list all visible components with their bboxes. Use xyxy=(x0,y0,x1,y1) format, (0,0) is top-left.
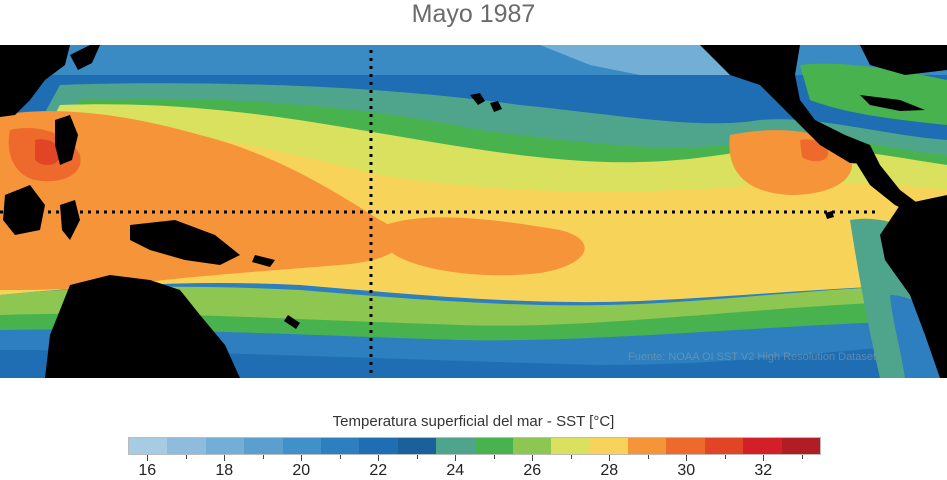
legend-tick-label: 26 xyxy=(523,462,542,479)
legend-tick-mark xyxy=(378,455,380,461)
legend-tick-label: 32 xyxy=(754,462,773,479)
legend-minor-tick xyxy=(416,455,418,459)
legend-minor-tick xyxy=(724,455,726,459)
legend-tick-mark xyxy=(455,455,457,461)
legend-swatch xyxy=(282,438,321,454)
legend-swatch xyxy=(551,438,590,454)
legend-minor-tick xyxy=(339,455,341,459)
land-south-america xyxy=(880,195,947,378)
legend-tick-label: 16 xyxy=(138,462,157,479)
legend-minor-tick xyxy=(801,455,803,459)
legend-swatch xyxy=(244,438,283,454)
land-hawaii-2 xyxy=(490,101,502,112)
legend-ticks: 16 18 20 22 24 26 28 30 32 xyxy=(128,455,821,480)
sst-warm-core-2 xyxy=(35,139,61,165)
legend-swatch xyxy=(628,438,667,454)
land-florida xyxy=(860,45,947,75)
legend-swatch xyxy=(436,438,475,454)
legend-swatch xyxy=(474,438,513,454)
legend-swatch xyxy=(359,438,398,454)
legend-swatch xyxy=(589,438,629,454)
land-asia xyxy=(0,45,70,117)
legend-swatch xyxy=(666,438,705,454)
legend-minor-tick xyxy=(570,455,572,459)
land-hawaii xyxy=(470,93,485,105)
land-galapagos xyxy=(825,211,834,219)
legend-swatch xyxy=(781,438,821,454)
land-sulawesi xyxy=(60,200,80,240)
land-cuba xyxy=(860,95,925,111)
legend-minor-tick xyxy=(647,455,649,459)
legend-tick-mark xyxy=(147,455,149,461)
legend-swatch xyxy=(512,438,552,454)
legend-minor-tick xyxy=(262,455,264,459)
map-title: Mayo 1987 xyxy=(411,0,536,28)
land-philippines xyxy=(55,115,78,165)
legend-tick-mark xyxy=(686,455,688,461)
legend-swatch xyxy=(205,438,245,454)
legend-swatch xyxy=(743,438,782,454)
legend-tick-label: 24 xyxy=(446,462,465,479)
legend-tick-label: 20 xyxy=(292,462,311,479)
land-north-america xyxy=(700,45,880,165)
legend-color-bar xyxy=(128,437,821,455)
legend-tick-mark xyxy=(301,455,303,461)
land-solomons xyxy=(252,255,275,267)
legend-swatch xyxy=(320,438,360,454)
sst-south-deep xyxy=(0,345,947,378)
sst-warm-pool xyxy=(0,111,401,290)
land-central-america xyxy=(845,145,920,215)
legend-swatch xyxy=(704,438,744,454)
land-australia xyxy=(45,275,240,378)
source-note: Fuente: NOAA OI SST V2 High Resolution D… xyxy=(628,351,877,363)
sst-central-warm xyxy=(381,217,585,276)
legend-minor-tick xyxy=(493,455,495,459)
land-new-guinea xyxy=(130,220,240,265)
legend-swatch xyxy=(167,438,206,454)
legend-tick-mark xyxy=(224,455,226,461)
legend-tick-label: 30 xyxy=(677,462,696,479)
legend-swatch xyxy=(129,438,168,454)
land-new-caledonia xyxy=(284,315,300,329)
legend-tick-mark xyxy=(763,455,765,461)
land-masses xyxy=(0,45,947,378)
legend-tick-label: 18 xyxy=(215,462,234,479)
land-borneo xyxy=(3,185,45,235)
legend-minor-tick xyxy=(185,455,187,459)
sst-map xyxy=(0,45,947,378)
legend-swatch xyxy=(397,438,437,454)
legend-title: Temperatura superficial del mar - SST [°… xyxy=(332,413,615,430)
legend-tick-mark xyxy=(609,455,611,461)
land-japan xyxy=(70,45,100,70)
legend-tick-mark xyxy=(532,455,534,461)
legend-tick-label: 22 xyxy=(369,462,388,479)
legend-tick-label: 28 xyxy=(600,462,619,479)
